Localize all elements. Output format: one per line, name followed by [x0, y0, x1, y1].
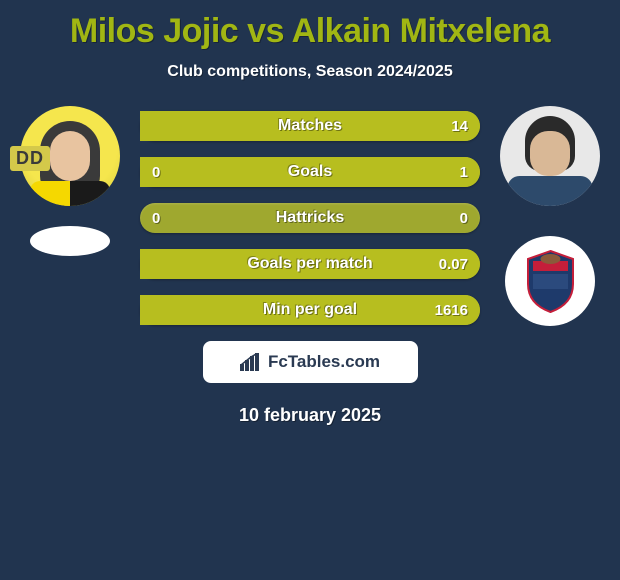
stat-label: Hattricks — [276, 209, 344, 227]
stat-label: Goals — [288, 163, 332, 181]
player-left-badge: DD — [10, 146, 50, 171]
shield-icon — [523, 249, 578, 314]
stat-value-left: 0 — [152, 164, 160, 181]
stats-container: Matches 14 0 Goals 1 0 Hattricks 0 Goals per mat… — [140, 106, 480, 325]
stat-value-left: 0 — [152, 210, 160, 227]
stat-row: Goals per match 0.07 — [140, 249, 480, 279]
stat-value-right: 0 — [460, 210, 468, 227]
stat-row: 0 Hattricks 0 — [140, 203, 480, 233]
stat-row: Min per goal 1616 — [140, 295, 480, 325]
footer-brand: FcTables.com — [203, 341, 418, 383]
comparison-title: Milos Jojic vs Alkain Mitxelena — [0, 0, 620, 51]
stat-row: 0 Goals 1 — [140, 157, 480, 187]
stat-value-right: 1 — [460, 164, 468, 181]
stat-label: Min per goal — [263, 301, 357, 319]
stat-label: Matches — [278, 117, 342, 135]
stat-row: Matches 14 — [140, 111, 480, 141]
stat-value-right: 0.07 — [439, 256, 468, 273]
player-right-column — [490, 106, 610, 326]
player-left-club-logo — [30, 226, 110, 256]
footer-brand-text: FcTables.com — [268, 352, 380, 372]
stat-value-right: 14 — [451, 118, 468, 135]
player-right-club-logo — [505, 236, 595, 326]
comparison-body: DD Matches 14 0 Goals 1 0 Hattricks 0 Goals per … — [0, 106, 620, 325]
snapshot-date: 10 february 2025 — [0, 405, 620, 426]
player-left-column: DD — [10, 106, 130, 256]
stat-label: Goals per match — [247, 255, 372, 273]
comparison-subtitle: Club competitions, Season 2024/2025 — [0, 63, 620, 81]
stat-value-right: 1616 — [435, 302, 468, 319]
bar-chart-icon — [240, 353, 262, 371]
player-right-avatar — [500, 106, 600, 206]
